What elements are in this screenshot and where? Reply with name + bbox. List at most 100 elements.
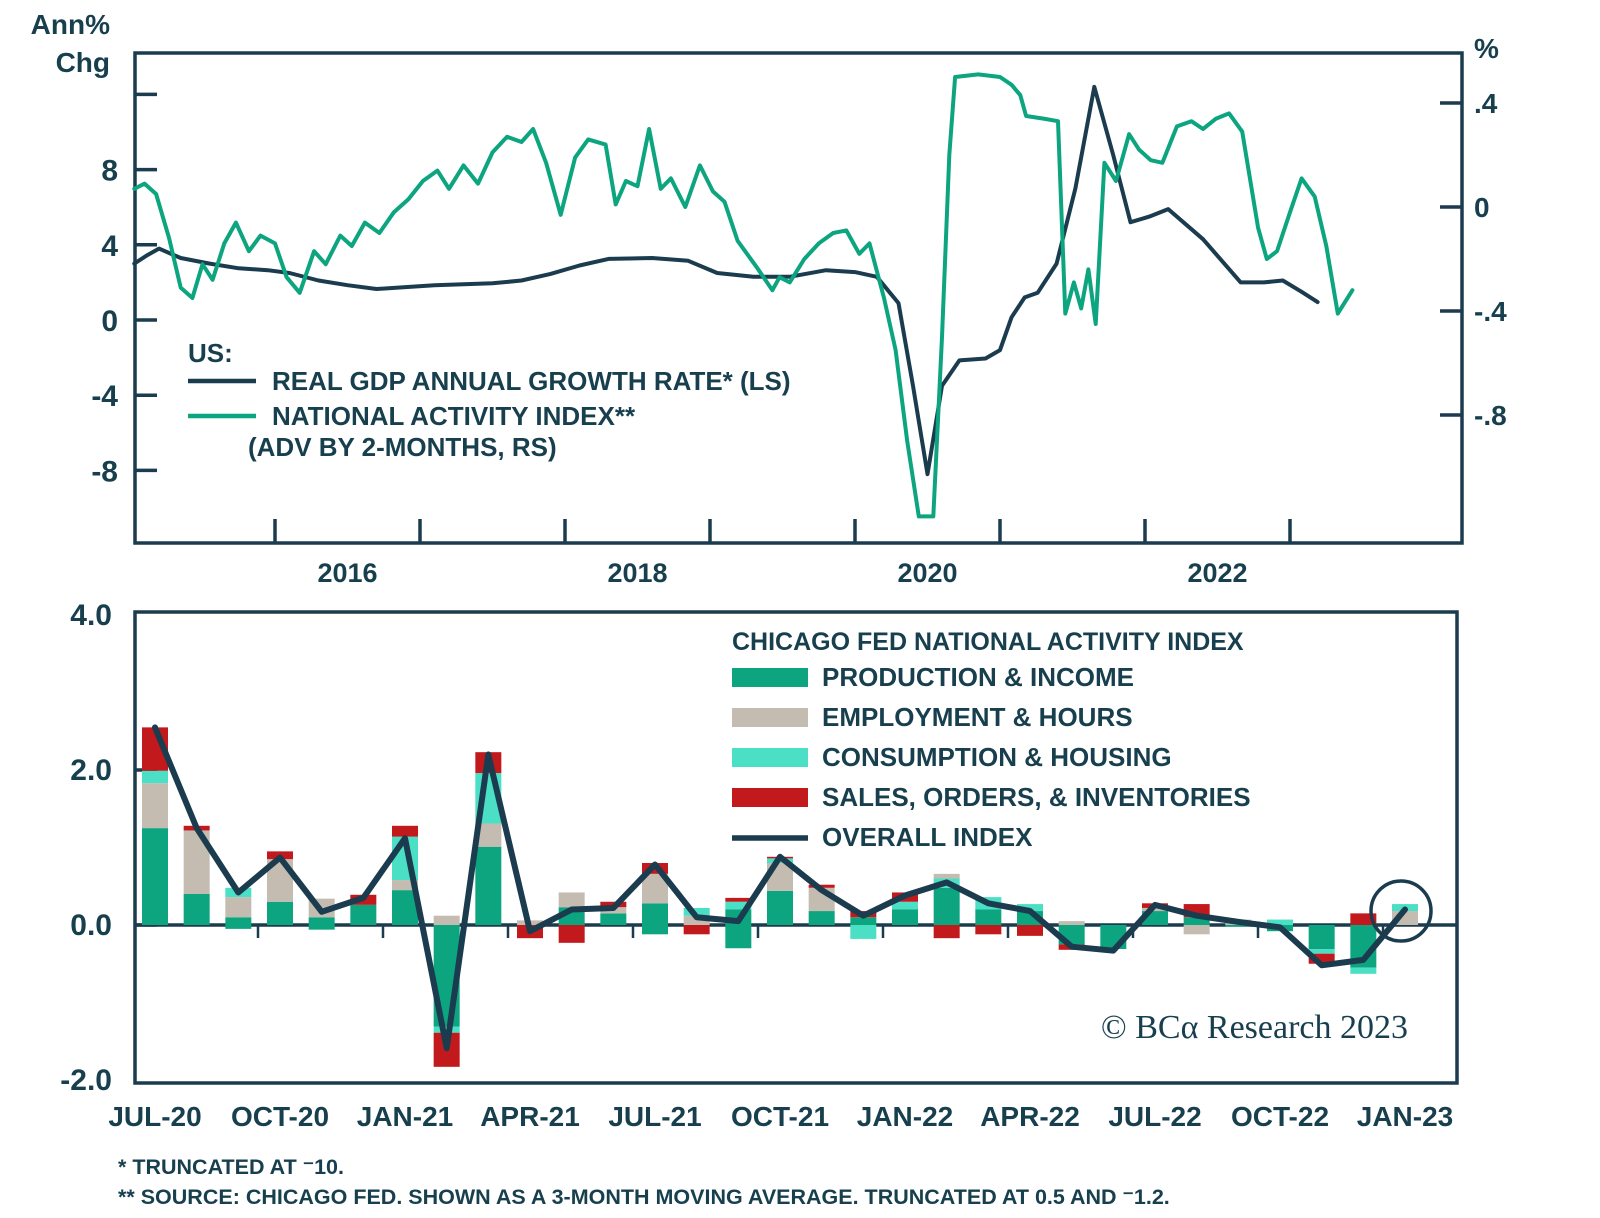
bar-segment-production-income xyxy=(142,828,168,925)
bar-segment-sales-orders-inventories-negative xyxy=(558,925,585,943)
production-income-label: PRODUCTION & INCOME xyxy=(822,662,1134,692)
bar-segment-consumption-housing xyxy=(1017,904,1044,912)
bar-segment-consumption-housing xyxy=(892,901,919,910)
bottom-chart: 4.02.00.0-2.0 JUL-20 OCT-20 JAN-21 APR-21 JU… xyxy=(60,599,1459,1132)
bottom-y-tick-label: 2.0 xyxy=(70,754,112,787)
bar-segment-sales-orders-inventories xyxy=(1350,913,1377,925)
top-right-axis-title: % xyxy=(1474,33,1499,64)
bar-segment-sales-orders-inventories xyxy=(392,825,419,837)
top-legend: US: REAL GDP ANNUAL GROWTH RATE* (LS) NA… xyxy=(188,338,791,462)
bar-segment-employment-hours xyxy=(433,915,460,925)
top-left-tick-label: 4 xyxy=(101,230,118,263)
bar-segment-employment-hours xyxy=(475,823,502,847)
bottom-y-tick-label: -2.0 xyxy=(60,1064,112,1097)
bar-segment-production-income xyxy=(933,887,960,925)
bar-segment-production-income xyxy=(350,904,377,925)
bottom-y-tick-label: 4.0 xyxy=(70,599,112,632)
consumption-housing-label: CONSUMPTION & HOUSING xyxy=(822,742,1172,772)
bottom-x-label: OCT-22 xyxy=(1231,1101,1329,1132)
bar-segment-production-income xyxy=(308,917,335,925)
bar-segment-employment-hours xyxy=(142,783,168,829)
top-right-tick-label: 0 xyxy=(1474,192,1490,223)
top-right-tick-label: -.8 xyxy=(1474,400,1507,431)
top-chart: Ann% Chg % 8 4 0 -4 -8 .4 0 -.4 -.8 2016 2018 2020 2… xyxy=(31,9,1507,588)
bar-segment-production-income-negative xyxy=(725,925,752,949)
bar-segment-production-income-negative xyxy=(642,925,669,935)
highlight-circle-annotation xyxy=(1369,879,1433,943)
bar-segment-consumption-housing xyxy=(1267,919,1294,925)
footnote-source: ** SOURCE: CHICAGO FED. SHOWN AS A 3-MON… xyxy=(118,1185,1170,1209)
bar-segment-consumption-housing xyxy=(725,901,752,910)
bottom-x-label: OCT-21 xyxy=(731,1101,829,1132)
bar-segment-production-income xyxy=(892,909,919,925)
bar-segment-employment-hours xyxy=(1058,921,1085,925)
consumption-housing-swatch xyxy=(732,748,808,767)
top-plot-border xyxy=(133,51,1464,545)
bar-segment-production-income xyxy=(642,903,669,925)
bottom-x-label: APR-22 xyxy=(980,1101,1080,1132)
bottom-x-label: JAN-23 xyxy=(1357,1101,1453,1132)
bar-segment-sales-orders-inventories xyxy=(725,897,752,902)
top-series xyxy=(132,72,1355,519)
bottom-x-label: JUL-20 xyxy=(108,1101,201,1132)
top-left-tick-label: 8 xyxy=(101,155,118,188)
top-right-tick-label: -.4 xyxy=(1474,296,1507,327)
bar-segment-production-income xyxy=(850,917,877,925)
bottom-x-label: JAN-22 xyxy=(857,1101,953,1132)
bar-segment-consumption-housing-negative xyxy=(1350,967,1377,974)
bottom-x-label: JAN-21 xyxy=(357,1101,453,1132)
bar-segment-sales-orders-inventories-negative xyxy=(1308,953,1335,964)
bottom-y-tick-label: 0.0 xyxy=(70,909,112,942)
top-x-tick-label: 2018 xyxy=(607,558,667,588)
sales-orders-inventories-swatch xyxy=(732,788,808,807)
nai-legend-label: NATIONAL ACTIVITY INDEX** xyxy=(272,401,636,431)
bar-segment-sales-orders-inventories-negative xyxy=(975,925,1002,935)
bar-segment-production-income xyxy=(475,846,502,925)
bar-segment-employment-hours xyxy=(392,880,419,891)
bar-segment-consumption-housing xyxy=(142,770,168,784)
bar-segment-production-income-negative xyxy=(1308,925,1335,950)
bar-segment-employment-hours xyxy=(558,892,585,908)
top-x-tick-label: 2016 xyxy=(317,558,377,588)
bar-segment-employment-hours xyxy=(1142,907,1169,912)
bar-segment-employment-hours xyxy=(683,915,710,925)
employment-hours-swatch xyxy=(732,708,808,727)
bar-segment-sales-orders-inventories-negative xyxy=(1017,925,1044,936)
bar-segment-production-income xyxy=(600,913,627,925)
bar-segment-production-income-negative xyxy=(225,925,252,929)
bar-segment-production-income xyxy=(183,894,210,925)
top-legend-group-label: US: xyxy=(188,338,233,368)
bottom-x-label: OCT-20 xyxy=(231,1101,329,1132)
employment-hours-label: EMPLOYMENT & HOURS xyxy=(822,702,1133,732)
bar-segment-production-income-negative xyxy=(308,925,335,930)
bar-segment-production-income xyxy=(975,909,1002,925)
bottom-chart-title: CHICAGO FED NATIONAL ACTIVITY INDEX xyxy=(732,628,1244,656)
nai-series-line xyxy=(132,72,1355,519)
bar-segment-consumption-housing-negative xyxy=(1308,949,1335,954)
bar-segment-production-income-negative xyxy=(1225,925,1252,927)
bar-segment-production-income xyxy=(808,911,835,925)
top-left-tick-label: 0 xyxy=(101,305,118,338)
bar-segment-employment-hours xyxy=(933,873,960,879)
top-axes: 8 4 0 -4 -8 .4 0 -.4 -.8 2016 2018 2020 2022 xyxy=(91,88,1507,588)
top-left-axis-title-line2: Chg xyxy=(56,47,110,78)
top-left-tick-label: -4 xyxy=(91,380,118,413)
bar-segment-sales-orders-inventories-negative xyxy=(683,925,710,935)
bar-segment-production-income xyxy=(767,890,794,925)
bar-segment-consumption-housing xyxy=(683,907,710,916)
top-left-tick-label: -8 xyxy=(91,455,118,488)
top-x-tick-label: 2022 xyxy=(1187,558,1247,588)
overall-index-series-line xyxy=(152,724,1408,1052)
gdp-series-line xyxy=(132,84,1320,477)
production-income-swatch xyxy=(732,668,808,687)
bar-segment-employment-hours-negative xyxy=(1183,925,1210,935)
copyright-text: © BCα Research 2023 xyxy=(1101,1009,1408,1046)
bar-segment-production-income xyxy=(1183,917,1210,925)
top-right-tick-label: .4 xyxy=(1474,88,1498,119)
bottom-x-labels: JUL-20 OCT-20 JAN-21 APR-21 JUL-21 OCT-21 JAN-… xyxy=(108,1101,1453,1132)
bottom-x-label: APR-21 xyxy=(480,1101,580,1132)
gdp-legend-label: REAL GDP ANNUAL GROWTH RATE* (LS) xyxy=(272,366,791,396)
top-left-axis-title-line1: Ann% xyxy=(31,9,110,40)
bar-segment-sales-orders-inventories-negative xyxy=(933,925,960,939)
